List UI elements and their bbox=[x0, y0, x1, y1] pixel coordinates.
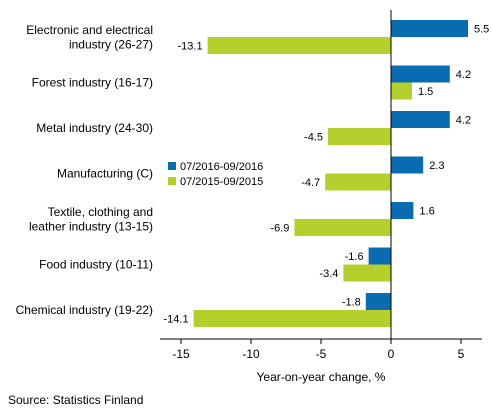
value-label: 5.5 bbox=[474, 24, 489, 36]
category-label-line: Manufacturing (C) bbox=[57, 167, 153, 181]
category-label: Manufacturing (C) bbox=[57, 167, 153, 181]
bar-series-1 bbox=[391, 20, 468, 37]
bar-series-2 bbox=[294, 219, 391, 236]
value-label: -13.1 bbox=[178, 41, 203, 53]
value-label: -4.7 bbox=[301, 177, 320, 189]
legend-label: 07/2016-09/2016 bbox=[180, 161, 263, 173]
x-tick-label: -5 bbox=[316, 347, 327, 361]
legend: 07/2016-09/2016 07/2015-09/2015 bbox=[168, 161, 263, 188]
category-labels: Electronic and electrical industry (26-27… bbox=[16, 23, 153, 317]
value-label: -4.5 bbox=[304, 132, 323, 144]
x-tick-label: 5 bbox=[458, 347, 465, 361]
value-label: -3.4 bbox=[319, 268, 338, 280]
value-label: 4.2 bbox=[456, 69, 471, 81]
bar-series-1 bbox=[391, 65, 450, 83]
bar-series-2 bbox=[325, 173, 391, 191]
bar-series-2 bbox=[328, 128, 391, 145]
x-axis: -15 -10 -5 0 5 bbox=[160, 338, 482, 361]
category-label: Food industry (10-11) bbox=[39, 258, 153, 272]
bar-series-1 bbox=[391, 202, 414, 219]
bar-series-2 bbox=[193, 310, 391, 327]
x-axis-title: Year-on-year change, % bbox=[257, 370, 386, 384]
category-label-line: Food industry (10-11) bbox=[39, 258, 153, 272]
value-label: 2.3 bbox=[429, 160, 444, 172]
category-label-line: Metal industry (24-30) bbox=[36, 121, 153, 135]
legend-swatch bbox=[168, 162, 176, 170]
category-label-line: industry (26-27) bbox=[69, 37, 153, 51]
category-label-line: Forest industry (16-17) bbox=[32, 76, 153, 90]
value-label: -6.9 bbox=[270, 223, 289, 235]
bars bbox=[193, 20, 468, 327]
category-label-line: Electronic and electrical bbox=[26, 23, 153, 37]
category-label: Chemical industry (19-22) bbox=[16, 303, 153, 317]
value-label: 1.6 bbox=[419, 206, 434, 218]
bar-series-1 bbox=[365, 293, 391, 310]
bar-series-1 bbox=[368, 247, 391, 265]
value-labels: 5.5-13.14.21.54.2-4.52.3-4.71.6-6.9-1.6-… bbox=[164, 24, 490, 326]
value-label: -1.6 bbox=[345, 251, 364, 263]
bar-series-1 bbox=[391, 111, 450, 128]
category-label: Forest industry (16-17) bbox=[32, 76, 153, 90]
x-ticks: -15 -10 -5 0 5 bbox=[172, 339, 465, 361]
bar-series-2 bbox=[207, 37, 391, 54]
x-tick-label: 0 bbox=[388, 347, 395, 361]
value-label: -14.1 bbox=[164, 314, 189, 326]
value-label: -1.8 bbox=[342, 297, 361, 309]
bar-series-2 bbox=[343, 264, 391, 282]
value-label: 1.5 bbox=[418, 86, 433, 98]
category-label-line: leather industry (13-15) bbox=[29, 219, 153, 233]
category-label-line: Textile, clothing and bbox=[48, 205, 153, 219]
category-label: Electronic and electrical industry (26-27… bbox=[26, 23, 153, 52]
category-label: Metal industry (24-30) bbox=[36, 121, 153, 135]
bar-series-2 bbox=[391, 82, 412, 100]
category-label-line: Chemical industry (19-22) bbox=[16, 303, 153, 317]
legend-label: 07/2015-09/2015 bbox=[180, 176, 263, 188]
legend-swatch bbox=[168, 177, 176, 185]
x-tick-label: -10 bbox=[242, 347, 260, 361]
source-text: Source: Statistics Finland bbox=[8, 393, 143, 407]
category-label: Textile, clothing and leather industry (1… bbox=[29, 205, 153, 234]
value-label: 4.2 bbox=[456, 115, 471, 127]
x-tick-label: -15 bbox=[172, 347, 190, 361]
bar-series-1 bbox=[391, 156, 424, 174]
